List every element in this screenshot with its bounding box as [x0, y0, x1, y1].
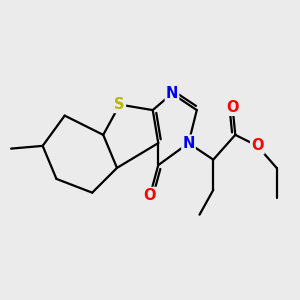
Text: N: N [182, 136, 195, 151]
Text: S: S [115, 97, 125, 112]
Text: N: N [166, 86, 178, 101]
Text: O: O [226, 100, 239, 115]
Text: O: O [144, 188, 156, 203]
Text: O: O [251, 138, 264, 153]
